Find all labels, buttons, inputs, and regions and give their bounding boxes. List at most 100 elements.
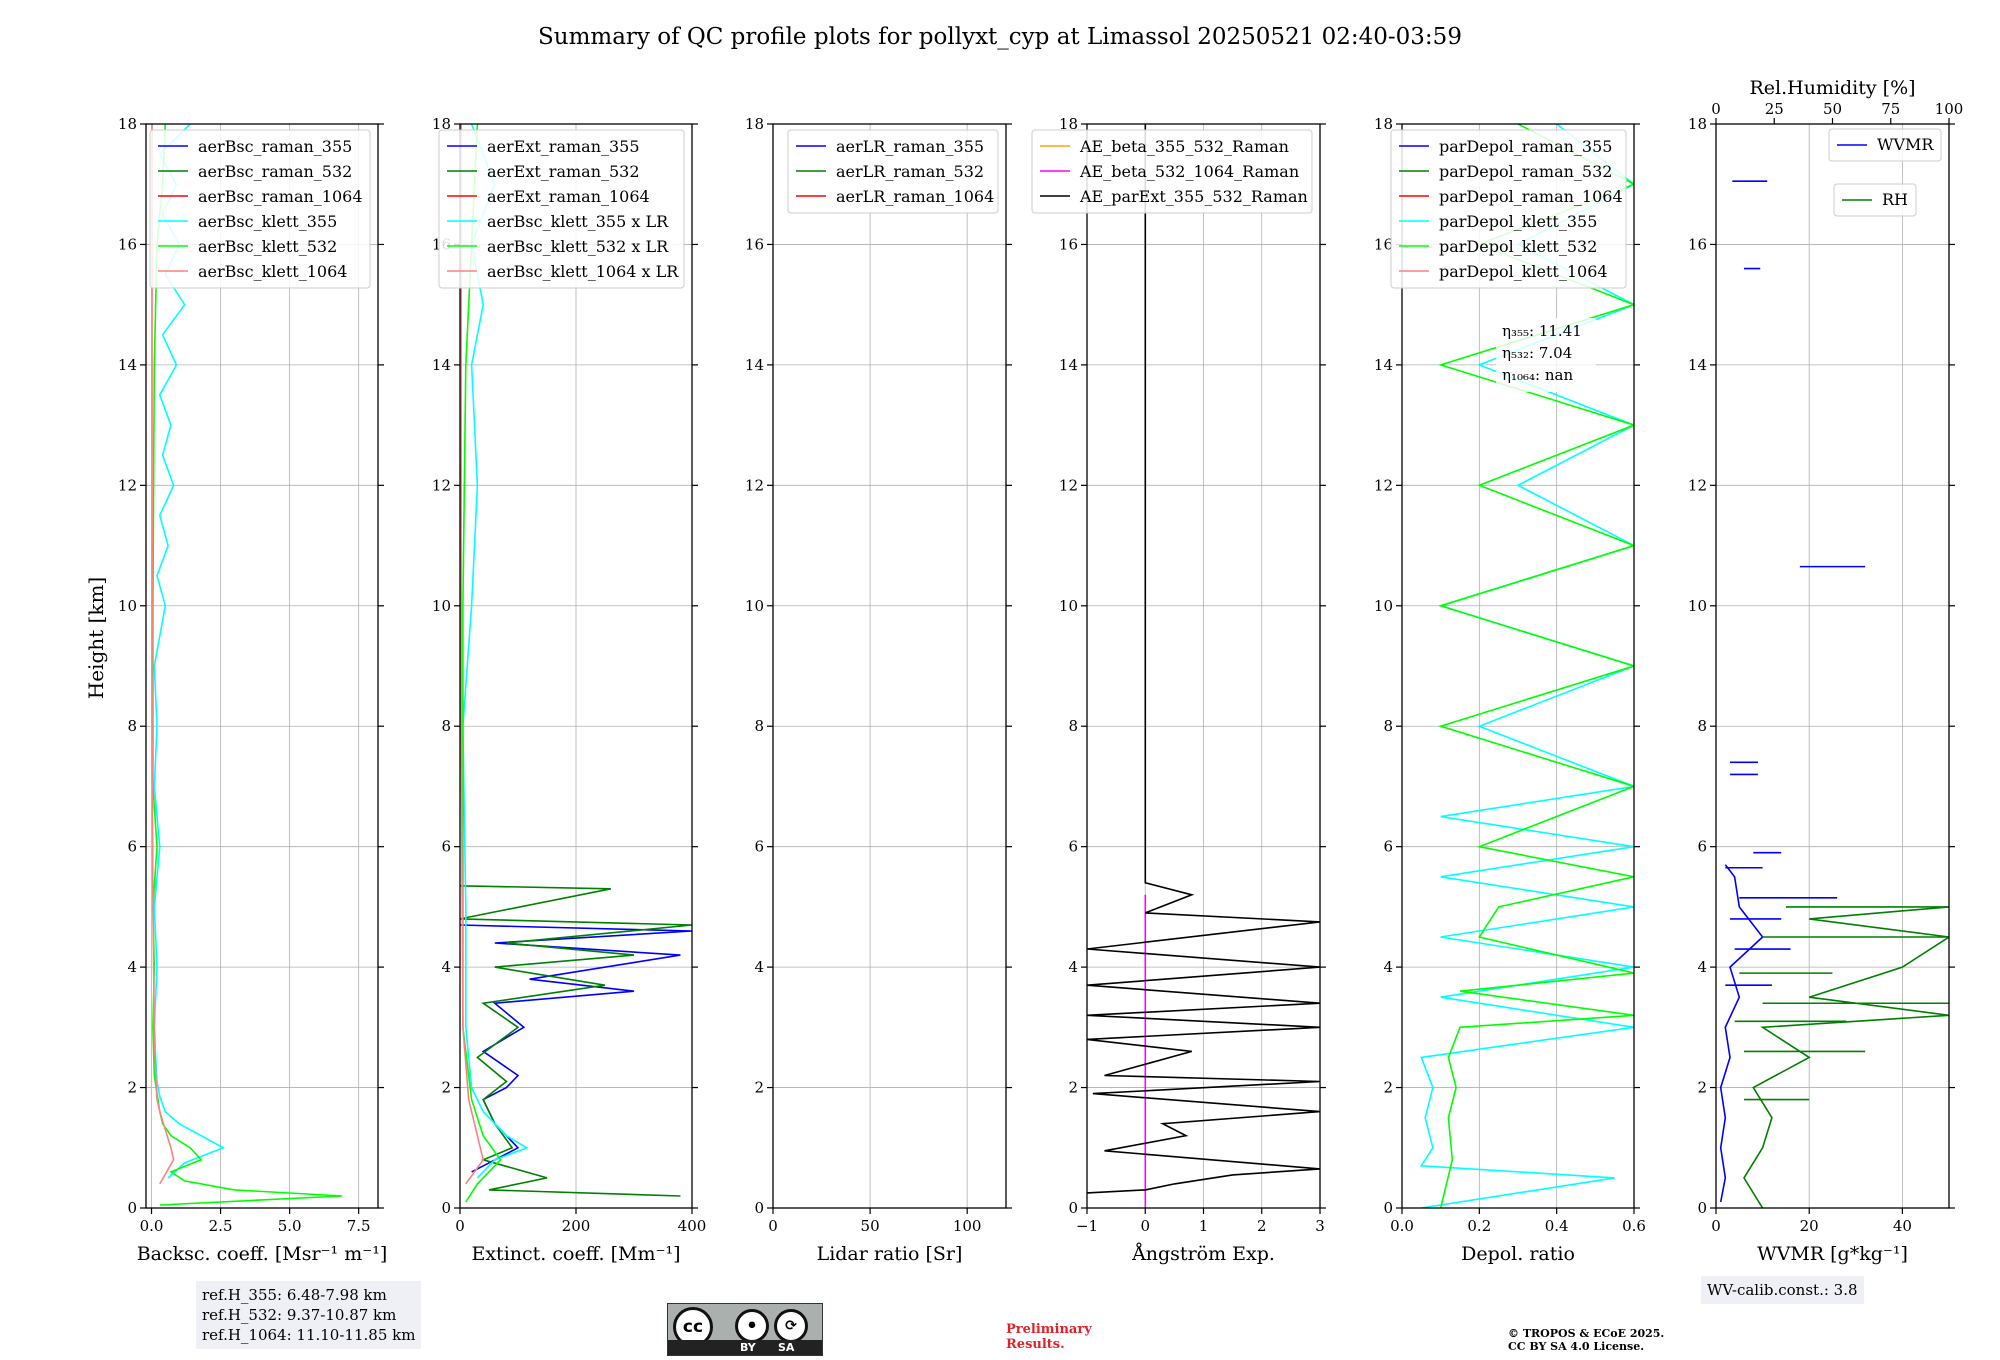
x-tick-label: 200: [562, 1217, 591, 1235]
preliminary-results-note: Preliminary Results.: [1006, 1322, 1092, 1352]
series-group: [1087, 124, 1320, 1208]
series-line-pardepol-klett-532: [1438, 124, 1634, 1208]
y-tick-label: 8: [1068, 717, 1078, 735]
y-tick-label: 16: [745, 235, 764, 253]
top-x-tick-label: 25: [1765, 100, 1784, 118]
series-line-aerbsc-klett-1064: [151, 124, 175, 1185]
legend-label: aerBsc_klett_355: [198, 212, 337, 231]
y-tick-label: 8: [754, 717, 764, 735]
reference-height-box: ref.H_355: 6.48-7.98 km ref.H_532: 9.37-…: [196, 1281, 422, 1349]
y-tick-label: 18: [432, 115, 451, 133]
y-tick-label: 18: [1374, 115, 1393, 133]
series-line-wvmr: [1719, 864, 1764, 1203]
annotation-text: η₃₅₅: 11.41: [1502, 322, 1582, 340]
figure-title: Summary of QC profile plots for pollyxt_…: [538, 24, 1462, 50]
y-tick-label: 0: [127, 1199, 137, 1217]
x-tick-label: 5.0: [278, 1217, 302, 1235]
y-tick-label: 4: [1068, 958, 1078, 976]
legend-label: aerLR_raman_1064: [836, 187, 994, 206]
y-tick-label: 2: [1697, 1079, 1707, 1097]
wv-calibration-box: WV-calib.const.: 3.8: [1701, 1276, 1864, 1304]
x-tick-label: 0.0: [1390, 1217, 1414, 1235]
legend-label: AE_beta_532_1064_Raman: [1079, 162, 1299, 181]
top-x-tick-label: 50: [1823, 100, 1842, 118]
cc-by-label: BY: [740, 1341, 756, 1354]
legend-label: aerBsc_klett_532: [198, 237, 337, 256]
y-tick-label: 18: [118, 115, 137, 133]
legend-label: RH: [1882, 190, 1908, 209]
legend-label: aerLR_raman_532: [836, 162, 984, 181]
x-tick-label: 0.0: [140, 1217, 164, 1235]
y-tick-label: 14: [1059, 356, 1078, 374]
y-tick-label: 0: [1383, 1199, 1393, 1217]
sa-icon: ⟳: [774, 1309, 808, 1343]
y-tick-label: 2: [1383, 1079, 1393, 1097]
panel-3: 0 2 4 6 8 10 12 14 16 18 0 50 100 Lidar ratio [Sr] aer…: [745, 115, 1012, 1265]
legend-label: aerLR_raman_355: [836, 137, 984, 156]
y-tick-label: 8: [127, 717, 137, 735]
legend-box: [1828, 128, 1942, 162]
cc-by-sa-badge: cc ⚫ ⟳ BY SA: [667, 1303, 823, 1356]
y-tick-label: 14: [118, 356, 137, 374]
y-tick-label: 12: [1688, 476, 1707, 494]
y-tick-label: 4: [127, 958, 137, 976]
annotation-text: η₅₃₂: 7.04: [1502, 344, 1572, 362]
top-x-tick-label: 100: [1935, 100, 1964, 118]
y-tick-label: 4: [441, 958, 451, 976]
x-tick-label: 0: [1140, 1217, 1150, 1235]
x-tick-label: 0: [455, 1217, 465, 1235]
series-line-rh: [1743, 906, 1949, 1208]
panel-2: 0246810121416180200400Extinct. coeff. [M…: [432, 115, 706, 1265]
legend-label: parDepol_raman_355: [1439, 137, 1612, 156]
y-tick-label: 6: [127, 838, 137, 856]
y-tick-label: 12: [432, 476, 451, 494]
x-axis-label: WVMR [g*kg⁻¹]: [1757, 1243, 1908, 1265]
x-tick-label: 0: [768, 1217, 778, 1235]
y-tick-label: 14: [432, 356, 451, 374]
x-tick-label: 0: [1711, 1217, 1721, 1235]
legend-box: [149, 129, 371, 289]
x-tick-label: −1: [1076, 1217, 1098, 1235]
legend-label: aerExt_raman_532: [487, 162, 640, 181]
legend-label: parDepol_raman_1064: [1439, 187, 1623, 206]
y-tick-label: 14: [1688, 356, 1707, 374]
y-tick-label: 10: [432, 597, 451, 615]
y-tick-label: 16: [1374, 235, 1393, 253]
x-tick-label: 7.5: [347, 1217, 371, 1235]
y-tick-label: 12: [1059, 476, 1078, 494]
x-tick-label: 2.5: [209, 1217, 233, 1235]
y-tick-label: 14: [1374, 356, 1393, 374]
x-tick-label: 0.6: [1622, 1217, 1646, 1235]
top-x-tick-label: 0: [1711, 100, 1721, 118]
panel-5: 0 2 4 6 8 10 12 14 16 18 0.0 0.2 0.4 0.6 Depol. ratio p…: [1374, 115, 1646, 1265]
legend-box: [787, 129, 999, 214]
top-x-tick-label: 75: [1881, 100, 1900, 118]
annotation-box: [1496, 318, 1596, 392]
by-icon: ⚫: [735, 1309, 769, 1343]
y-tick-label: 10: [118, 597, 137, 615]
cc-badge-footer: BY SA: [668, 1340, 822, 1355]
x-tick-label: 3: [1315, 1217, 1325, 1235]
legend-box: [438, 129, 685, 289]
legend-label: parDepol_klett_532: [1439, 237, 1597, 256]
legend-label: AE_parExt_355_532_Raman: [1079, 187, 1308, 206]
y-tick-label: 18: [1688, 115, 1707, 133]
legend-label: WVMR: [1877, 135, 1934, 154]
x-tick-label: 50: [861, 1217, 880, 1235]
x-tick-label: 40: [1893, 1217, 1912, 1235]
y-tick-label: 8: [441, 717, 451, 735]
legend-label: aerExt_raman_1064: [487, 187, 650, 206]
x-tick-label: 100: [953, 1217, 982, 1235]
copyright-note: © TROPOS & ECoE 2025. CC BY SA 4.0 Licen…: [1508, 1327, 1665, 1353]
y-tick-label: 2: [127, 1079, 137, 1097]
legend-box: [1833, 183, 1917, 217]
legend-label: parDepol_raman_532: [1439, 162, 1612, 181]
y-tick-label: 12: [745, 476, 764, 494]
x-tick-label: 0.4: [1545, 1217, 1569, 1235]
y-tick-label: 0: [441, 1199, 451, 1217]
y-tick-label: 6: [754, 838, 764, 856]
x-axis-label: Extinct. coeff. [Mm⁻¹]: [471, 1243, 680, 1265]
x-tick-label: 400: [678, 1217, 707, 1235]
y-tick-label: 2: [754, 1079, 764, 1097]
y-tick-label: 4: [1697, 958, 1707, 976]
